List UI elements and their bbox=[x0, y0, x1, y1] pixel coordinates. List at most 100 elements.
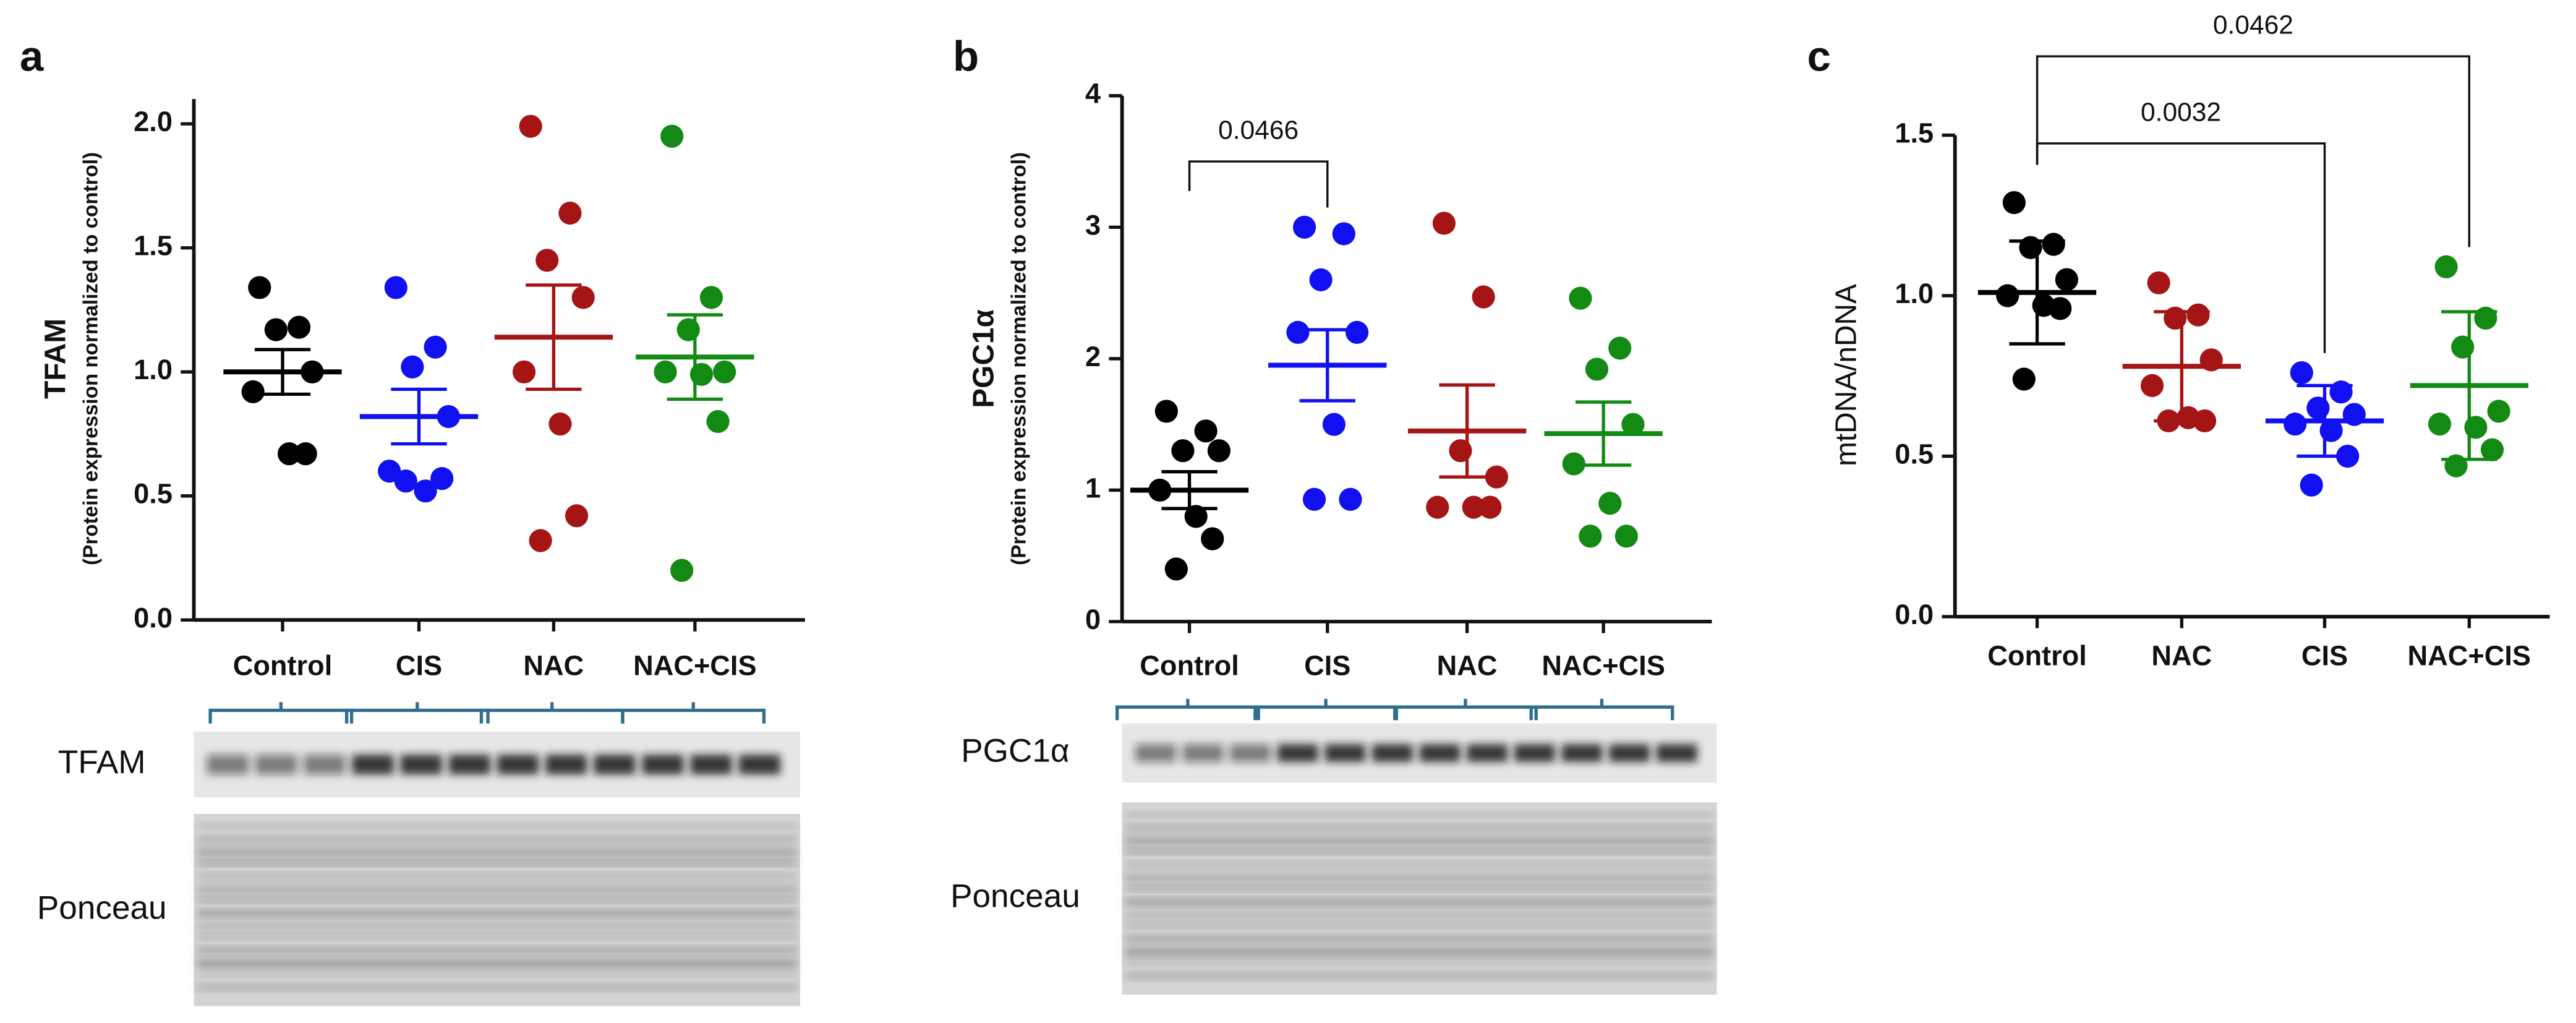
data-point bbox=[2042, 233, 2065, 256]
x-tick-label: NAC+CIS bbox=[2408, 640, 2531, 671]
data-point bbox=[2434, 255, 2458, 278]
blot-band bbox=[738, 755, 781, 775]
data-point bbox=[1154, 400, 1178, 423]
ponceau-band bbox=[197, 848, 797, 857]
data-point bbox=[1562, 452, 1585, 476]
x-tick-label: NAC+CIS bbox=[633, 649, 756, 681]
data-point bbox=[1432, 212, 1456, 235]
data-point bbox=[571, 286, 595, 309]
data-point bbox=[1996, 284, 2019, 307]
x-tick-label: CIS bbox=[2301, 640, 2348, 671]
ponceau-band bbox=[197, 910, 797, 917]
y-tick-label: 0 bbox=[1085, 604, 1101, 635]
data-point bbox=[2186, 303, 2210, 327]
data-point bbox=[294, 442, 317, 466]
y-tick-label: 2 bbox=[1085, 341, 1101, 372]
ponceau-band bbox=[1125, 873, 1714, 883]
y-axis-sublabel: (Protein expression normalized to contro… bbox=[1008, 152, 1031, 565]
ponceau-band bbox=[197, 947, 797, 954]
blot-band bbox=[1135, 744, 1176, 762]
ponceau-band bbox=[197, 860, 797, 866]
panel-letter: c bbox=[1807, 32, 1831, 80]
x-tick-label: Control bbox=[233, 649, 333, 681]
blot-label: TFAM bbox=[58, 744, 146, 781]
brace bbox=[621, 702, 766, 724]
blot-band bbox=[207, 755, 249, 775]
ponceau-band bbox=[1125, 824, 1714, 831]
ponceau-band bbox=[1125, 935, 1714, 943]
y-tick-label: 2.0 bbox=[134, 106, 173, 137]
blot-band bbox=[594, 755, 636, 775]
x-tick-label: NAC bbox=[2151, 640, 2212, 671]
ponceau-band bbox=[197, 935, 797, 940]
ponceau-band bbox=[197, 873, 797, 880]
brace bbox=[208, 702, 354, 724]
data-point bbox=[401, 355, 424, 379]
blot-image bbox=[194, 732, 800, 1006]
data-point bbox=[1194, 419, 1218, 443]
data-point bbox=[2140, 374, 2164, 397]
y-tick-label: 0.5 bbox=[1895, 438, 1934, 469]
panel-letter: b bbox=[953, 32, 979, 80]
blot-band bbox=[1656, 744, 1697, 762]
y-axis-label: mtDNA/nDNA bbox=[1830, 284, 1863, 466]
y-axis-sublabel: (Protein expression normalized to contro… bbox=[80, 152, 103, 565]
blot-band bbox=[1371, 744, 1413, 762]
data-point bbox=[264, 318, 288, 341]
ponceau-band bbox=[197, 983, 797, 991]
y-tick-label: 1 bbox=[1085, 472, 1101, 503]
y-tick-label: 0.0 bbox=[1895, 599, 1934, 630]
data-point bbox=[1426, 495, 1449, 519]
blot-band bbox=[1230, 744, 1271, 762]
data-point bbox=[1309, 268, 1333, 291]
ponceau-band bbox=[1125, 923, 1714, 928]
data-point bbox=[1462, 495, 1485, 519]
data-point bbox=[565, 504, 589, 528]
x-tick-label: NAC+CIS bbox=[1542, 649, 1665, 681]
y-tick-label: 1.5 bbox=[1895, 117, 1934, 148]
data-point bbox=[241, 380, 265, 403]
data-point bbox=[713, 360, 736, 383]
blot-band bbox=[1419, 744, 1461, 762]
ponceau-band bbox=[1125, 812, 1714, 818]
blot-band bbox=[304, 755, 346, 775]
data-point bbox=[558, 202, 582, 225]
data-point bbox=[1608, 336, 1632, 360]
data-point bbox=[2300, 473, 2323, 497]
data-point bbox=[1322, 413, 1346, 436]
ponceau-band bbox=[1125, 910, 1714, 919]
data-point bbox=[1302, 487, 1326, 511]
data-point bbox=[535, 249, 559, 272]
blot-band bbox=[1277, 744, 1318, 762]
blot-band bbox=[497, 755, 539, 775]
blot-band bbox=[1182, 744, 1224, 762]
p-value: 0.0032 bbox=[2141, 98, 2221, 127]
y-axis-label: PGC1α bbox=[968, 309, 1000, 408]
blot-band bbox=[255, 755, 297, 775]
data-point bbox=[424, 335, 447, 359]
data-point bbox=[1332, 222, 1355, 246]
ponceau-band bbox=[1125, 886, 1714, 891]
blot-band bbox=[690, 755, 732, 775]
y-tick-label: 0.5 bbox=[134, 478, 173, 510]
p-value: 0.0462 bbox=[2213, 11, 2293, 40]
data-point bbox=[1585, 357, 1609, 381]
data-point bbox=[660, 124, 684, 148]
data-point bbox=[1184, 505, 1208, 528]
ponceau-band bbox=[197, 971, 797, 977]
data-point bbox=[1614, 524, 1638, 548]
ponceau-band bbox=[1125, 861, 1714, 868]
blot-band bbox=[400, 755, 442, 775]
data-point bbox=[2428, 413, 2452, 436]
x-tick-label: Control bbox=[1987, 640, 2087, 671]
data-point bbox=[529, 529, 552, 552]
data-point bbox=[706, 409, 730, 434]
brace bbox=[479, 702, 625, 724]
ponceau-band bbox=[197, 922, 797, 931]
blot-band bbox=[1467, 744, 1508, 762]
y-tick-label: 0.0 bbox=[134, 602, 173, 633]
x-tick-label: NAC bbox=[1437, 649, 1498, 681]
blot-band bbox=[1561, 744, 1603, 762]
x-tick-label: NAC bbox=[523, 649, 584, 681]
